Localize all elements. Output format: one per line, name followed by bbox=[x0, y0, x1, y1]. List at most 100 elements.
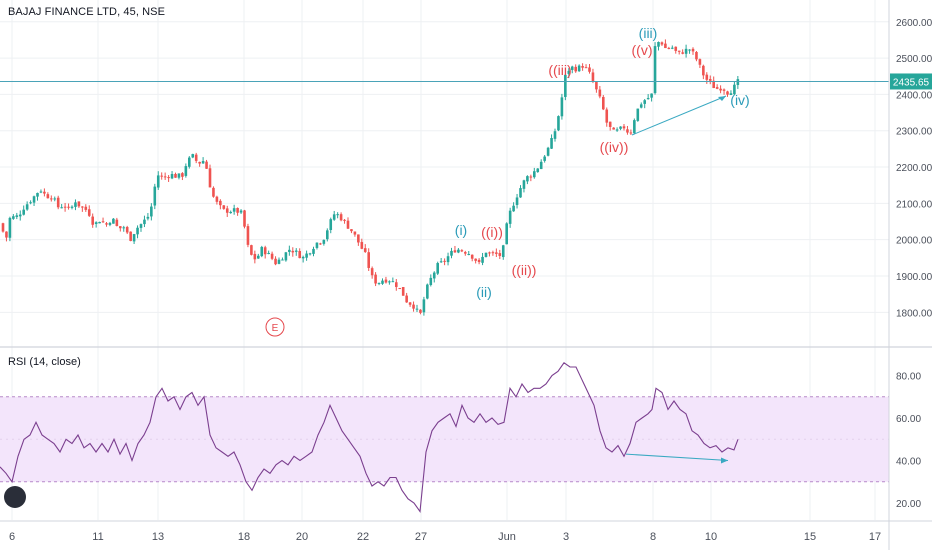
candle-body bbox=[419, 309, 422, 313]
candle-body bbox=[526, 176, 529, 182]
candle-body bbox=[688, 49, 691, 51]
candle-body bbox=[36, 192, 39, 197]
price-tick-label: 2200.00 bbox=[896, 163, 932, 174]
candle-body bbox=[429, 277, 433, 285]
candle-body bbox=[174, 173, 177, 178]
candle-body bbox=[702, 65, 705, 76]
candle-body bbox=[374, 274, 377, 284]
candle-body bbox=[484, 252, 488, 257]
candle-body bbox=[446, 256, 450, 263]
candle-body bbox=[129, 231, 132, 241]
candle-body bbox=[653, 46, 657, 94]
candle-body bbox=[46, 194, 50, 199]
candle-body bbox=[436, 263, 439, 274]
candle-body bbox=[198, 161, 201, 164]
candle-body bbox=[143, 219, 146, 225]
x-tick-label: 22 bbox=[357, 531, 369, 543]
candle-body bbox=[18, 214, 22, 217]
candle-body bbox=[322, 239, 326, 244]
candle-body bbox=[646, 98, 650, 100]
candle-body bbox=[112, 218, 115, 224]
x-tick-label: 11 bbox=[92, 531, 103, 543]
candle-body bbox=[32, 196, 36, 203]
candle-body bbox=[350, 229, 353, 232]
candle-body bbox=[426, 284, 429, 299]
candle-body bbox=[150, 206, 153, 217]
price-tick-label: 2500.00 bbox=[896, 54, 932, 65]
candle-body bbox=[239, 210, 243, 213]
wave-label: (ii) bbox=[476, 284, 492, 300]
candle-body bbox=[243, 210, 246, 227]
candle-body bbox=[332, 214, 336, 220]
candle-body bbox=[94, 222, 98, 224]
candle-body bbox=[595, 81, 598, 90]
candle-body bbox=[50, 198, 53, 200]
wave-label: (i) bbox=[455, 222, 467, 238]
candle-body bbox=[457, 249, 460, 253]
candle-body bbox=[363, 248, 367, 252]
candle-body bbox=[515, 197, 519, 205]
candle-body bbox=[677, 50, 681, 52]
candle-body bbox=[708, 78, 712, 81]
candle-body bbox=[405, 295, 408, 303]
x-tick-label: 6 bbox=[9, 531, 15, 543]
candle-body bbox=[22, 209, 25, 215]
candle-body bbox=[284, 252, 288, 261]
candle-body bbox=[222, 205, 226, 209]
candle-body bbox=[719, 88, 722, 91]
candle-body bbox=[201, 161, 205, 164]
candle-body bbox=[533, 171, 536, 178]
candle-body bbox=[257, 255, 260, 259]
candle-body bbox=[660, 42, 664, 45]
candle-body bbox=[705, 74, 709, 80]
overlays: 2435.65 (i) ((i)) (ii) ((ii)) ((iii) (iii)((v)… bbox=[0, 25, 932, 464]
candle-body bbox=[132, 234, 136, 242]
earnings-marker-label: E bbox=[272, 323, 279, 334]
candle-body bbox=[674, 46, 678, 51]
candle-body bbox=[626, 129, 629, 133]
wave-label: ((ii)) bbox=[512, 262, 537, 278]
candle-body bbox=[336, 214, 339, 216]
candle-body bbox=[81, 206, 84, 208]
wave-label: (iv) bbox=[730, 92, 749, 108]
candle-body bbox=[584, 67, 588, 69]
candle-body bbox=[305, 253, 308, 258]
candle-body bbox=[602, 96, 605, 110]
candle-body bbox=[377, 282, 381, 284]
candle-body bbox=[591, 72, 595, 82]
candle-body bbox=[108, 222, 112, 225]
candle-body bbox=[408, 302, 412, 305]
candle-body bbox=[294, 250, 298, 252]
wave-label: (iii) bbox=[639, 25, 658, 41]
candle-body bbox=[339, 214, 343, 221]
candle-body bbox=[298, 250, 301, 259]
rsi-tick-label: 60.00 bbox=[896, 414, 921, 425]
candle-body bbox=[253, 253, 257, 260]
candle-body bbox=[8, 217, 12, 238]
candle-body bbox=[684, 48, 688, 54]
tradingview-logo-icon[interactable] bbox=[4, 486, 26, 508]
candle-body bbox=[5, 231, 8, 238]
candle-body bbox=[512, 205, 515, 212]
candle-body bbox=[370, 268, 374, 276]
candle-body bbox=[301, 256, 305, 259]
candle-body bbox=[260, 246, 264, 257]
candle-body bbox=[464, 252, 467, 254]
candle-body bbox=[722, 89, 726, 91]
candle-body bbox=[12, 216, 15, 219]
rsi-trend-arrow bbox=[625, 453, 729, 461]
candle-body bbox=[288, 249, 291, 252]
candle-body bbox=[208, 168, 212, 188]
candle-body bbox=[477, 259, 481, 263]
candle-body bbox=[312, 248, 315, 254]
candle-body bbox=[74, 202, 77, 207]
candle-body bbox=[105, 223, 108, 225]
rsi-tick-label: 20.00 bbox=[896, 499, 921, 510]
candle-body bbox=[570, 66, 574, 70]
x-tick-label: 15 bbox=[804, 531, 816, 543]
candle-body bbox=[639, 104, 643, 108]
candle-body bbox=[681, 52, 684, 54]
